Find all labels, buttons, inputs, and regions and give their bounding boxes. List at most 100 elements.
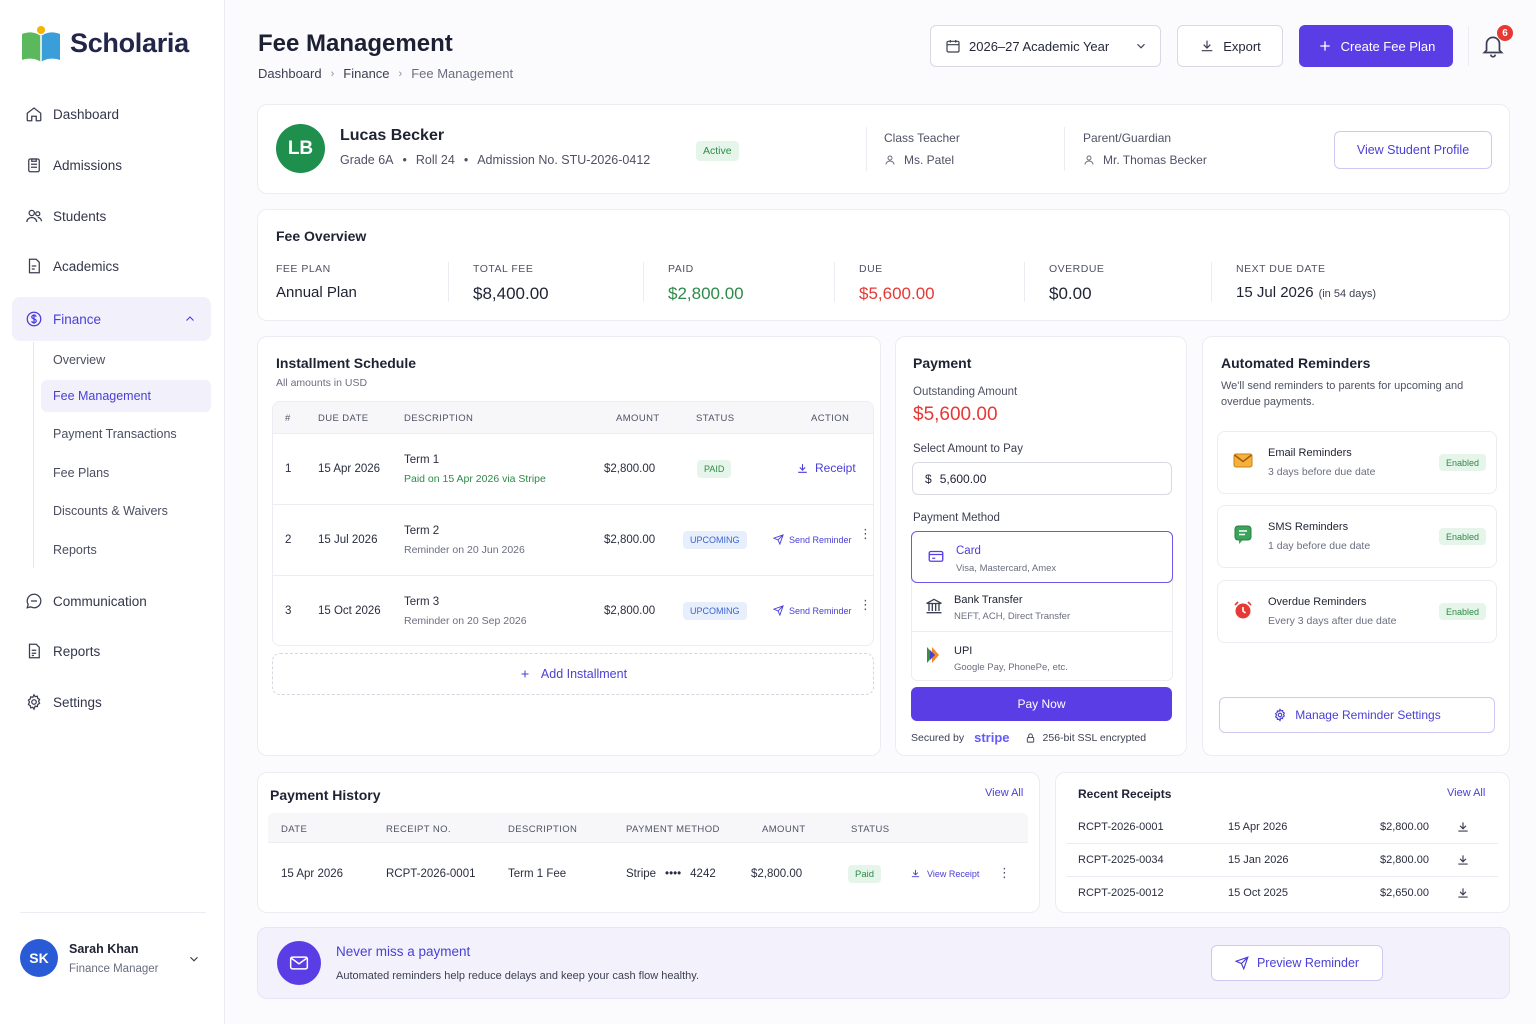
chevron-down-icon[interactable] [187, 952, 201, 966]
sidebar-sub-fee-management[interactable]: Fee Management [41, 380, 211, 412]
plus-icon [1317, 38, 1333, 54]
download-icon[interactable] [1456, 886, 1470, 900]
breadcrumb: Dashboard › Finance › Fee Management [258, 66, 513, 81]
sidebar-item-reports[interactable]: Reports [12, 629, 211, 673]
view-receipt-label: View Receipt [927, 868, 980, 879]
send-icon [773, 534, 784, 545]
manage-reminder-settings-button[interactable]: Manage Reminder Settings [1219, 697, 1495, 733]
divider [448, 262, 449, 302]
next-due: 15 Jul 2026 (in 54 days) [1236, 284, 1376, 301]
bell-icon[interactable] [1480, 32, 1506, 60]
more-vertical-icon[interactable]: ⋮ [859, 597, 872, 612]
reminder-overdue[interactable]: Overdue Reminders Every 3 days after due… [1217, 580, 1497, 643]
status-badge: UPCOMING [683, 602, 747, 620]
report-icon [24, 641, 44, 661]
send-reminder-link[interactable]: Send Reminder [773, 605, 852, 616]
sidebar-item-academics[interactable]: Academics [12, 244, 211, 288]
download-icon[interactable] [1456, 820, 1470, 834]
history-view-all-link[interactable]: View All [985, 787, 1024, 799]
overview-label: DUE [859, 263, 883, 275]
academic-year-select[interactable]: 2026–27 Academic Year [930, 25, 1161, 67]
divider [1024, 262, 1025, 302]
student-grade: Grade 6A [340, 153, 394, 167]
divider [1468, 26, 1469, 66]
receipt-id: RCPT-2025-0012 [1078, 887, 1164, 899]
amount-input[interactable]: $ 5,600.00 [912, 462, 1172, 495]
breadcrumb-dashboard[interactable]: Dashboard [258, 66, 322, 81]
more-vertical-icon[interactable]: ⋮ [998, 865, 1011, 880]
installment-card: Installment Schedule All amounts in USD … [257, 336, 881, 756]
pay-now-button[interactable]: Pay Now [911, 687, 1172, 721]
reminder-detail: 3 days before due date [1268, 466, 1376, 478]
method-bank-option[interactable]: Bank Transfer NEFT, ACH, Direct Transfer [911, 583, 1173, 632]
method-label: Payment Method [913, 512, 1000, 524]
download-icon[interactable] [1456, 853, 1470, 867]
status-badge: Active [696, 141, 739, 161]
sms-icon [1234, 525, 1252, 545]
sidebar-item-dashboard[interactable]: Dashboard [12, 92, 211, 136]
parent-name: Mr. Thomas Becker [1103, 153, 1207, 167]
preview-reminder-button[interactable]: Preview Reminder [1211, 945, 1383, 981]
parent-label: Parent/Guardian [1083, 131, 1172, 145]
receipt-amount: $2,650.00 [1380, 887, 1429, 899]
student-avatar: LB [276, 124, 325, 173]
add-installment-button[interactable]: Add Installment [272, 653, 874, 695]
send-reminder-link[interactable]: Send Reminder [773, 534, 852, 545]
divider [20, 912, 206, 913]
cell-desc: Term 1 Fee [508, 868, 567, 880]
credit-card-icon [927, 547, 945, 565]
cell-amount: $2,800.00 [751, 868, 803, 880]
sidebar-item-label: Settings [53, 694, 102, 710]
fee-overview-title: Fee Overview [276, 228, 367, 244]
student-card: LB Lucas Becker Grade 6A • Roll 24 • Admis… [257, 104, 1510, 194]
plus-icon [519, 668, 531, 680]
sidebar-sub-fee-plans[interactable]: Fee Plans [53, 466, 110, 480]
method-desc: Visa, Mastercard, Amex [956, 563, 1057, 574]
method-name: Bank Transfer [954, 594, 1023, 606]
outstanding-amount: $5,600.00 [913, 404, 998, 425]
sidebar-item-students[interactable]: Students [12, 194, 211, 238]
overview-value: 15 Jul 2026 [1236, 284, 1314, 301]
cell-amount: $2,800.00 [604, 534, 656, 546]
teacher-name: Ms. Patel [904, 153, 955, 167]
card-mask: •••• [665, 868, 682, 880]
receipts-view-all-link[interactable]: View All [1447, 787, 1486, 799]
cell-date: 15 Oct 2026 [318, 605, 381, 617]
reminder-email[interactable]: Email Reminders 3 days before due date E… [1217, 431, 1497, 494]
more-vertical-icon[interactable]: ⋮ [859, 526, 872, 541]
installment-table: # DUE DATE DESCRIPTION AMOUNT STATUS ACT… [272, 401, 874, 646]
sidebar-item-settings[interactable]: Settings [12, 680, 211, 724]
create-label: Create Fee Plan [1340, 38, 1436, 54]
reminders-desc: We'll send reminders to parents for upco… [1221, 380, 1464, 408]
reminder-name: SMS Reminders [1268, 521, 1349, 533]
view-receipt-link[interactable]: View Receipt [910, 868, 979, 879]
chevron-up-icon [184, 313, 196, 325]
sidebar-item-communication[interactable]: Communication [12, 579, 211, 623]
reminder-sms[interactable]: SMS Reminders 1 day before due date Enab… [1217, 505, 1497, 568]
receipt-id: RCPT-2026-0001 [1078, 821, 1164, 833]
breadcrumb-finance[interactable]: Finance [343, 66, 390, 81]
secure-note: Secured by stripe 256-bit SSL encrypted [911, 730, 1146, 745]
manage-label: Manage Reminder Settings [1295, 708, 1441, 722]
sidebar-sub-reports[interactable]: Reports [53, 543, 97, 557]
create-fee-plan-button[interactable]: Create Fee Plan [1299, 25, 1453, 67]
add-installment-label: Add Installment [540, 667, 628, 681]
receipt-date: 15 Oct 2025 [1228, 887, 1288, 899]
sidebar-sub-discounts[interactable]: Discounts & Waivers [53, 504, 168, 518]
sidebar-item-finance[interactable]: Finance [12, 297, 211, 341]
method-card-option[interactable]: Card Visa, Mastercard, Amex [911, 531, 1173, 583]
divider [643, 262, 644, 302]
currency-symbol: $ [925, 471, 932, 486]
days-note: (in 54 days) [1318, 288, 1377, 300]
method-name: UPI [954, 645, 973, 657]
cell-method: Stripe •••• 4242 [626, 868, 716, 880]
export-button[interactable]: Export [1177, 25, 1283, 67]
sidebar-item-admissions[interactable]: Admissions [12, 143, 211, 187]
receipt-link[interactable]: Receipt [796, 461, 856, 475]
view-student-profile-button[interactable]: View Student Profile [1334, 131, 1492, 169]
sidebar-sub-overview[interactable]: Overview [53, 353, 106, 367]
gear-icon [1273, 708, 1287, 722]
sidebar-sub-payment-transactions[interactable]: Payment Transactions [53, 427, 177, 441]
method-upi-option[interactable]: UPI Google Pay, PhonePe, etc. [911, 632, 1173, 681]
page-title: Fee Management [258, 30, 453, 57]
